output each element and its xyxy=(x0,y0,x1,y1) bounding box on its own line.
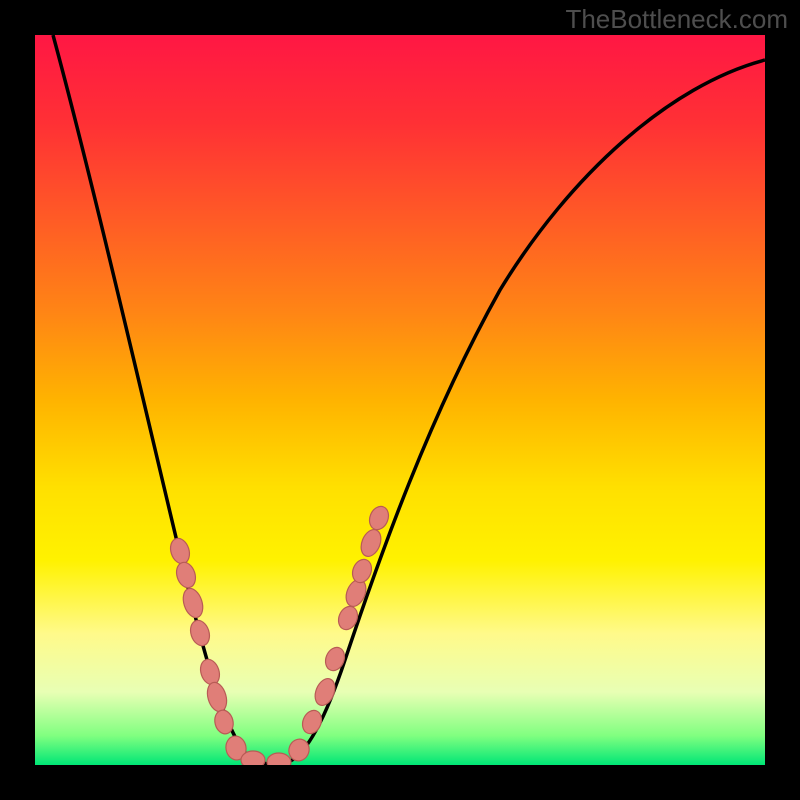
bottleneck-chart: TheBottleneck.com xyxy=(0,0,800,800)
watermark-text: TheBottleneck.com xyxy=(565,4,788,34)
